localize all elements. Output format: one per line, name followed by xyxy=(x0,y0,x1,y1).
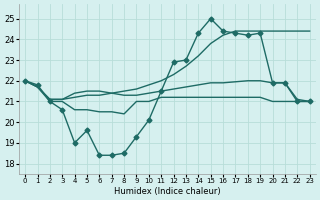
X-axis label: Humidex (Indice chaleur): Humidex (Indice chaleur) xyxy=(114,187,221,196)
